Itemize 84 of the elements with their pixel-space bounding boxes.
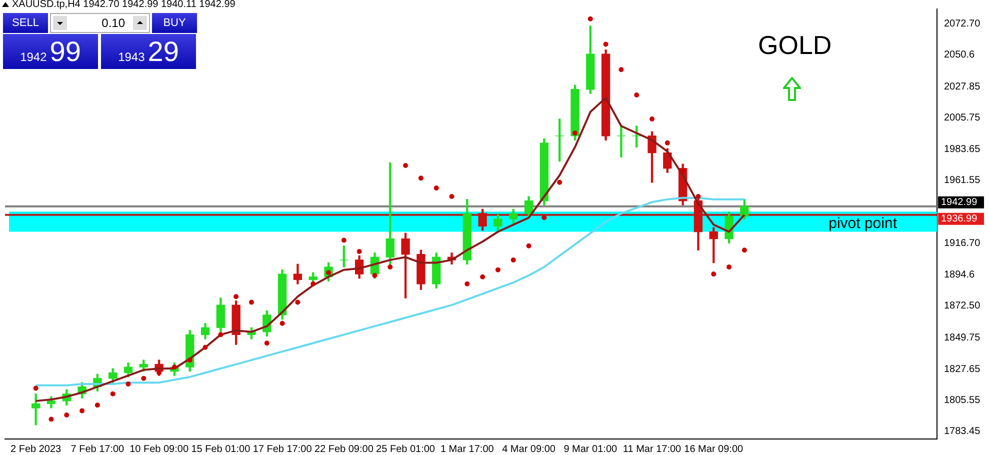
- point: [264, 340, 270, 346]
- y-tick-label: 2050.6: [944, 49, 976, 60]
- point: [110, 391, 116, 396]
- x-tick-label: 22 Feb 09:00: [314, 444, 374, 455]
- y-tick-label: 1916.70: [944, 238, 981, 250]
- y-tick-label: 1983.65: [944, 144, 981, 155]
- y-tick-label: 2027.85: [944, 82, 981, 92]
- point: [156, 370, 162, 376]
- y-tick-label: 1805.55: [944, 394, 981, 406]
- x-tick-label: 2 Feb 2023: [10, 444, 62, 455]
- lot-size-field: 0.10: [50, 13, 150, 33]
- annotation: SELL: [3, 13, 48, 33]
- x-tick-label: 4 Mar 09:00: [502, 444, 556, 455]
- point: [618, 67, 624, 72]
- point: [588, 16, 593, 22]
- point: [187, 358, 192, 363]
- annotation: BUY: [152, 13, 197, 33]
- ref-line-label: 1942.99: [941, 197, 978, 208]
- x-tick-label: 7 Feb 17:00: [70, 444, 125, 455]
- point: [234, 294, 239, 300]
- point: [480, 274, 486, 280]
- point: [464, 281, 470, 286]
- point: [711, 272, 716, 277]
- point: [372, 272, 378, 278]
- point: [650, 116, 655, 122]
- point: [80, 408, 85, 414]
- y-tick-label: 2005.75: [944, 112, 981, 124]
- point: [542, 215, 547, 220]
- point: [126, 382, 131, 387]
- point: [341, 238, 346, 243]
- point: [310, 281, 316, 286]
- point: [388, 264, 393, 270]
- y-tick-label: 1894.6: [944, 269, 976, 280]
- point: [449, 194, 454, 200]
- point: [218, 332, 224, 338]
- annotation: 29: [148, 35, 179, 69]
- x-tick-label: 15 Feb 01:00: [191, 444, 251, 455]
- point: [295, 300, 300, 305]
- y-tick-label: 1872.50: [944, 300, 981, 312]
- candlestick: [31, 394, 40, 426]
- y-tick-label: 1827.65: [944, 364, 981, 375]
- point: [634, 92, 640, 98]
- point: [141, 376, 146, 381]
- point: [742, 248, 747, 253]
- y-tick-label: 2072.70: [944, 18, 981, 30]
- y-tick-label: 1849.75: [944, 332, 981, 344]
- point: [696, 194, 701, 200]
- point: [48, 416, 54, 422]
- point: [526, 243, 532, 248]
- point: [510, 257, 516, 262]
- point: [557, 180, 562, 185]
- point: [495, 267, 500, 272]
- annotation: 0.10: [102, 16, 125, 30]
- text: GOLD: [758, 30, 832, 61]
- point: [248, 300, 254, 305]
- point: [726, 264, 732, 270]
- ref-line-label: 1936.99: [941, 214, 978, 225]
- x-tick-label: 16 Mar 09:00: [684, 444, 744, 455]
- point: [434, 186, 439, 191]
- y-tick-label: 1961.55: [944, 174, 981, 186]
- point: [202, 344, 208, 350]
- x-tick-label: 9 Mar 01:00: [564, 444, 618, 455]
- point: [94, 402, 100, 408]
- point: [64, 412, 70, 418]
- x-tick-label: 10 Feb 09:00: [130, 444, 189, 455]
- x-tick-label: 25 Feb 01:00: [376, 444, 436, 455]
- annotation: 99: [50, 35, 81, 69]
- y-tick-label: 1783.45: [944, 426, 981, 438]
- point: [664, 140, 670, 146]
- point: [418, 176, 424, 181]
- point: [280, 320, 285, 326]
- point: [680, 168, 686, 174]
- point: [572, 130, 578, 136]
- band-label: pivot point: [828, 214, 898, 232]
- annotation: 1943: [118, 50, 145, 64]
- point: [33, 386, 38, 391]
- x-tick-label: 1 Mar 17:00: [440, 444, 494, 455]
- point: [403, 162, 408, 168]
- x-tick-label: 17 Feb 17:00: [252, 444, 312, 455]
- chart-title: XAUUSD.tp,H4 1942.70 1942.99 1940.11 1942.99: [12, 0, 236, 10]
- annotation: 1942: [20, 50, 47, 64]
- x-tick-label: 11 Mar 17:00: [622, 444, 682, 455]
- point: [603, 42, 608, 47]
- point: [356, 248, 362, 254]
